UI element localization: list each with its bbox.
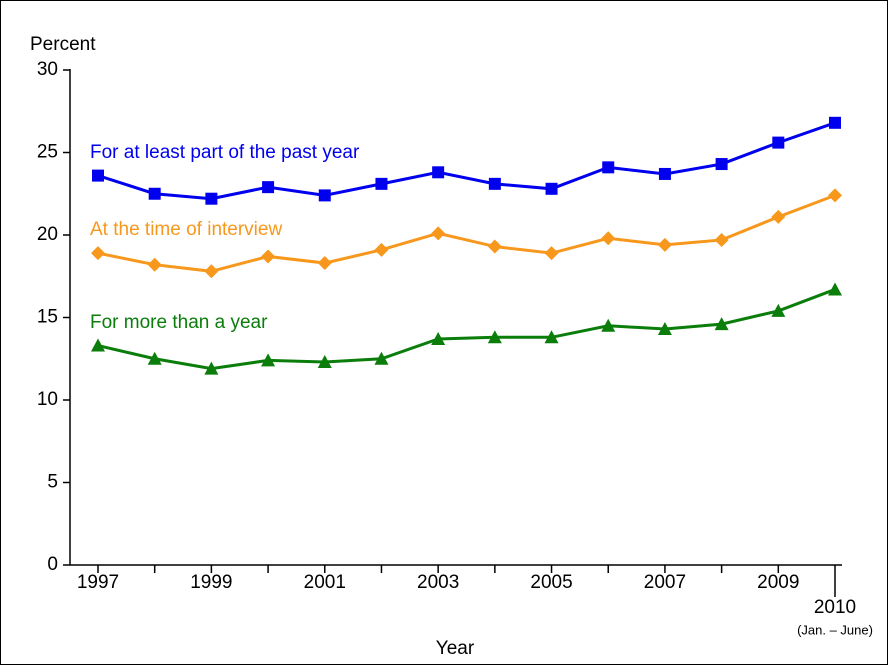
x-tick-label: 2007: [644, 572, 686, 593]
marker: [91, 338, 105, 352]
y-tick-label: 10: [37, 389, 58, 410]
x-tick-label: 1997: [77, 572, 119, 593]
marker: [147, 257, 162, 272]
y-axis-label: Percent: [30, 34, 96, 55]
marker: [828, 188, 842, 203]
x-tick-label: 1999: [190, 572, 232, 593]
marker: [375, 177, 388, 190]
marker: [715, 158, 728, 171]
marker: [204, 264, 219, 279]
marker: [148, 187, 161, 200]
y-tick-label: 20: [37, 224, 58, 245]
marker: [262, 181, 275, 194]
marker: [544, 330, 559, 344]
marker: [432, 166, 445, 179]
series-label: At the time of interview: [90, 219, 282, 240]
marker: [657, 237, 672, 252]
line: [97, 193, 836, 273]
marker: [374, 242, 389, 257]
marker: [601, 318, 616, 332]
y-tick-label: 15: [37, 307, 58, 328]
marker: [261, 249, 276, 264]
marker: [204, 361, 219, 375]
marker: [657, 322, 672, 336]
marker: [431, 331, 446, 345]
marker: [317, 355, 332, 369]
marker: [488, 177, 501, 190]
marker: [147, 351, 162, 365]
x-tick-label: 2005: [530, 572, 572, 593]
marker: [92, 169, 104, 182]
series-label: For more than a year: [90, 312, 268, 333]
marker: [771, 303, 786, 317]
marker: [431, 226, 446, 241]
marker: [602, 161, 615, 174]
x-tick-label: 2010: [814, 597, 856, 618]
marker: [714, 317, 729, 331]
marker: [771, 209, 786, 224]
marker: [714, 232, 729, 247]
series-label: For at least part of the past year: [90, 142, 360, 163]
marker: [261, 353, 276, 367]
marker: [374, 351, 389, 365]
x-tick-note: (Jan. – June): [797, 622, 873, 637]
x-tick-label: 2003: [417, 572, 459, 593]
y-tick-label: 5: [47, 472, 58, 493]
marker: [487, 239, 502, 254]
y-tick-label: 30: [37, 59, 58, 80]
x-axis-label: Year: [436, 638, 475, 659]
line: [97, 288, 836, 371]
marker: [487, 330, 502, 344]
marker: [205, 192, 218, 205]
x-tick-label: 2009: [757, 572, 799, 593]
marker: [317, 256, 332, 271]
x-tick-label: 2001: [304, 572, 346, 593]
marker: [318, 189, 331, 202]
marker: [829, 116, 841, 129]
marker: [91, 246, 105, 261]
y-tick-label: 25: [37, 142, 58, 163]
marker: [601, 231, 616, 246]
y-tick-label: 0: [47, 554, 58, 575]
marker: [658, 167, 671, 180]
marker: [545, 182, 558, 195]
marker: [828, 282, 842, 296]
marker: [544, 246, 559, 261]
line: [97, 121, 836, 201]
marker: [772, 136, 785, 149]
